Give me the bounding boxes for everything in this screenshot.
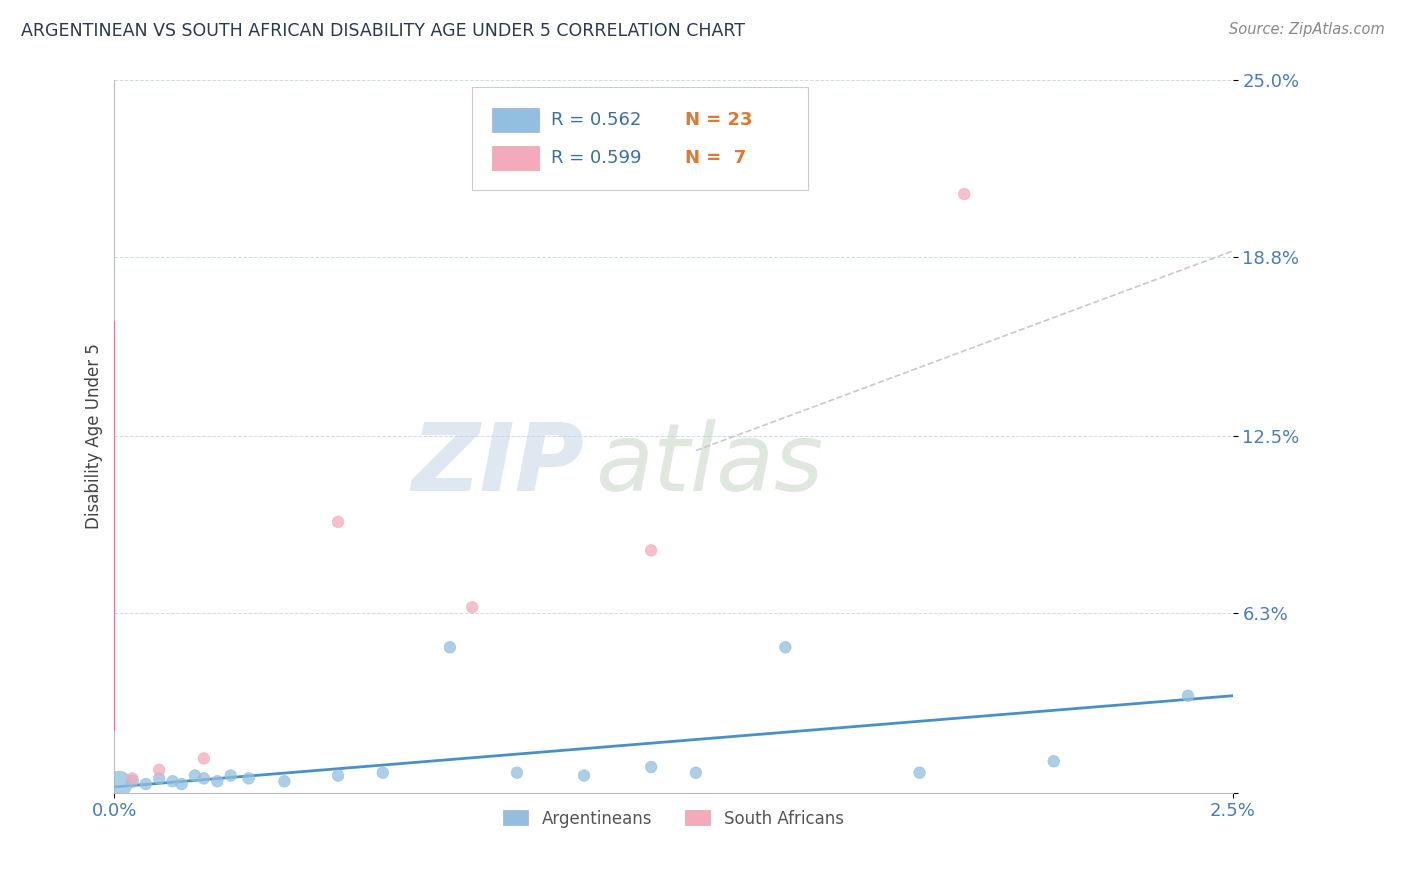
Point <box>193 751 215 765</box>
Point <box>238 772 260 786</box>
Point <box>148 772 170 786</box>
Point <box>953 186 976 201</box>
Y-axis label: Disability Age Under 5: Disability Age Under 5 <box>86 343 103 529</box>
Point <box>162 774 184 789</box>
Point <box>207 774 229 789</box>
FancyBboxPatch shape <box>492 146 540 170</box>
Point <box>640 760 662 774</box>
Point <box>121 772 143 786</box>
Text: Source: ZipAtlas.com: Source: ZipAtlas.com <box>1229 22 1385 37</box>
FancyBboxPatch shape <box>472 87 807 191</box>
Point <box>506 765 529 780</box>
Text: N = 23: N = 23 <box>685 111 752 128</box>
Point <box>148 763 170 777</box>
Point <box>108 777 131 791</box>
Point <box>193 772 215 786</box>
Point <box>461 600 484 615</box>
Point <box>775 640 797 655</box>
Legend: Argentineans, South Africans: Argentineans, South Africans <box>496 803 851 834</box>
Point <box>135 777 157 791</box>
Point <box>121 774 143 789</box>
Point <box>640 543 662 558</box>
Point <box>908 765 931 780</box>
Point <box>326 515 349 529</box>
Text: N =  7: N = 7 <box>685 149 747 168</box>
Point <box>219 768 242 782</box>
Text: ARGENTINEAN VS SOUTH AFRICAN DISABILITY AGE UNDER 5 CORRELATION CHART: ARGENTINEAN VS SOUTH AFRICAN DISABILITY … <box>21 22 745 40</box>
Text: atlas: atlas <box>595 419 824 510</box>
Point <box>685 765 707 780</box>
Point <box>1042 754 1064 768</box>
Point <box>273 774 295 789</box>
Point <box>184 768 207 782</box>
Point <box>326 768 349 782</box>
Text: R = 0.562: R = 0.562 <box>551 111 641 128</box>
Point <box>1177 689 1199 703</box>
Text: ZIP: ZIP <box>411 419 583 511</box>
Point <box>371 765 394 780</box>
Point <box>572 768 595 782</box>
Point <box>439 640 461 655</box>
Point <box>170 777 193 791</box>
FancyBboxPatch shape <box>492 108 540 132</box>
Text: R = 0.599: R = 0.599 <box>551 149 641 168</box>
